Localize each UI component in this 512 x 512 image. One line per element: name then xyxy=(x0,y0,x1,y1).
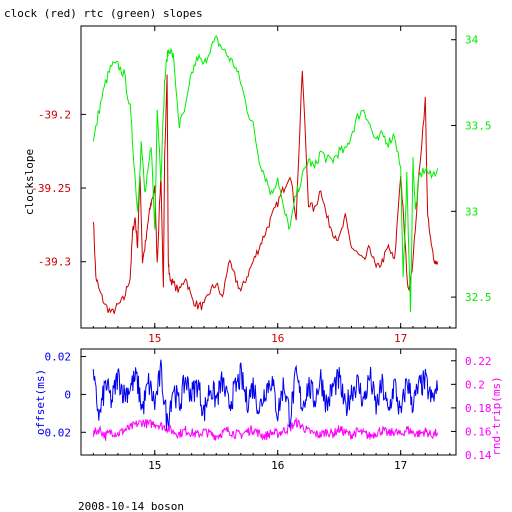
x-tick-label: 17 xyxy=(394,459,407,472)
y2-tick-label: 33.5 xyxy=(465,120,492,133)
series-line-offset xyxy=(92,359,439,430)
y-tick-label: -0.02 xyxy=(38,426,71,439)
series-line-rnd-trip xyxy=(92,417,439,441)
y2-tick-label: 0.22 xyxy=(465,355,492,368)
y2-tick-label: 0.16 xyxy=(465,425,492,438)
top-panel: clockslope 15 16 17 -39.2 -39.25 -39.3 34 33.5 3… xyxy=(23,25,492,345)
x-tick-label: 16 xyxy=(271,332,284,345)
bottom-y2-axis-label: rnd-trip(ms) xyxy=(490,376,503,455)
x-tick-label: 15 xyxy=(148,332,161,345)
x-tick-label: 15 xyxy=(148,459,161,472)
series-line-rtc xyxy=(92,35,439,313)
y-tick-label: 0.02 xyxy=(45,351,72,364)
y-tick-label: 0 xyxy=(64,388,71,401)
chart-title: clock (red) rtc (green) slopes xyxy=(4,7,203,20)
y2-tick-label: 34 xyxy=(465,34,479,47)
y-tick-label: -39.25 xyxy=(31,182,71,195)
y2-tick-label: 32.5 xyxy=(465,291,492,304)
bottom-panel-frame xyxy=(80,348,457,456)
y-tick-label: -39.3 xyxy=(38,256,71,269)
bottom-y-axis-label: offset(ms) xyxy=(34,369,47,435)
x-tick-label: 17 xyxy=(394,332,407,345)
top-y-axis-label: clockslope xyxy=(23,149,36,215)
y2-tick-label: 0.2 xyxy=(465,378,485,391)
bottom-panel: offset(ms) rnd-trip(ms) 15 16 17 0.02 0 -0.02… xyxy=(34,348,503,472)
x-tick-label: 16 xyxy=(271,459,284,472)
top-panel-frame xyxy=(80,25,457,329)
y2-tick-label: 33 xyxy=(465,205,478,218)
y-tick-label: -39.2 xyxy=(38,108,71,121)
y2-tick-label: 0.14 xyxy=(465,449,492,462)
y2-tick-label: 0.18 xyxy=(465,402,492,415)
series-line-clock xyxy=(92,70,439,314)
footer-label: 2008-10-14 boson xyxy=(78,500,184,512)
